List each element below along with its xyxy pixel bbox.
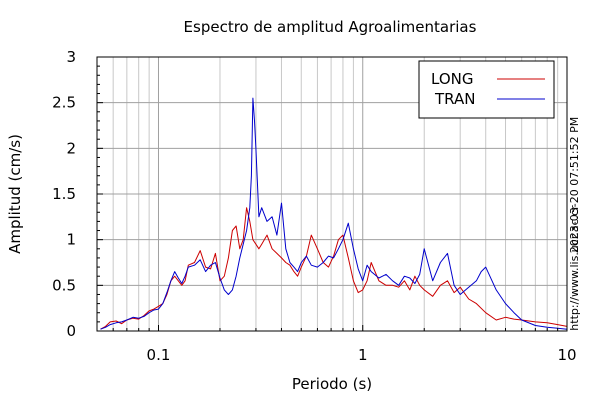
legend-label-tran: TRAN xyxy=(434,90,475,108)
series-line-tran xyxy=(100,97,568,330)
series-layer xyxy=(100,97,568,330)
legend-label-long: LONG xyxy=(431,70,473,88)
y-tick-label: 2 xyxy=(66,139,76,157)
y-tick-label: 2.5 xyxy=(52,94,76,112)
x-tick-label: 0.1 xyxy=(147,346,171,364)
axis-ticks: 0.1 1 10 0 0.5 1 1.5 2 2.5 3 xyxy=(52,48,576,364)
chart-title: Espectro de amplitud Agroalimentarias xyxy=(184,18,477,36)
x-axis-label: Periodo (s) xyxy=(292,375,372,393)
y-tick-label: 1 xyxy=(66,231,76,249)
y-tick-label: 1.5 xyxy=(52,185,76,203)
y-tick-label: 3 xyxy=(66,48,76,66)
source-url-text: http://www.lis.ucr.ac.cr xyxy=(568,205,581,331)
legend-box xyxy=(418,60,555,119)
y-axis-label: Amplitud (cm/s) xyxy=(6,134,24,254)
y-tick-label: 0.5 xyxy=(52,276,76,294)
x-tick-label: 10 xyxy=(557,346,576,364)
y-tick-label: 0 xyxy=(66,322,76,340)
legend: LONG TRAN xyxy=(418,60,555,119)
grid-major xyxy=(97,57,567,331)
x-tick-label: 1 xyxy=(358,346,368,364)
timestamp-text: 2023-03-20 07:51:52 PM xyxy=(568,117,581,253)
